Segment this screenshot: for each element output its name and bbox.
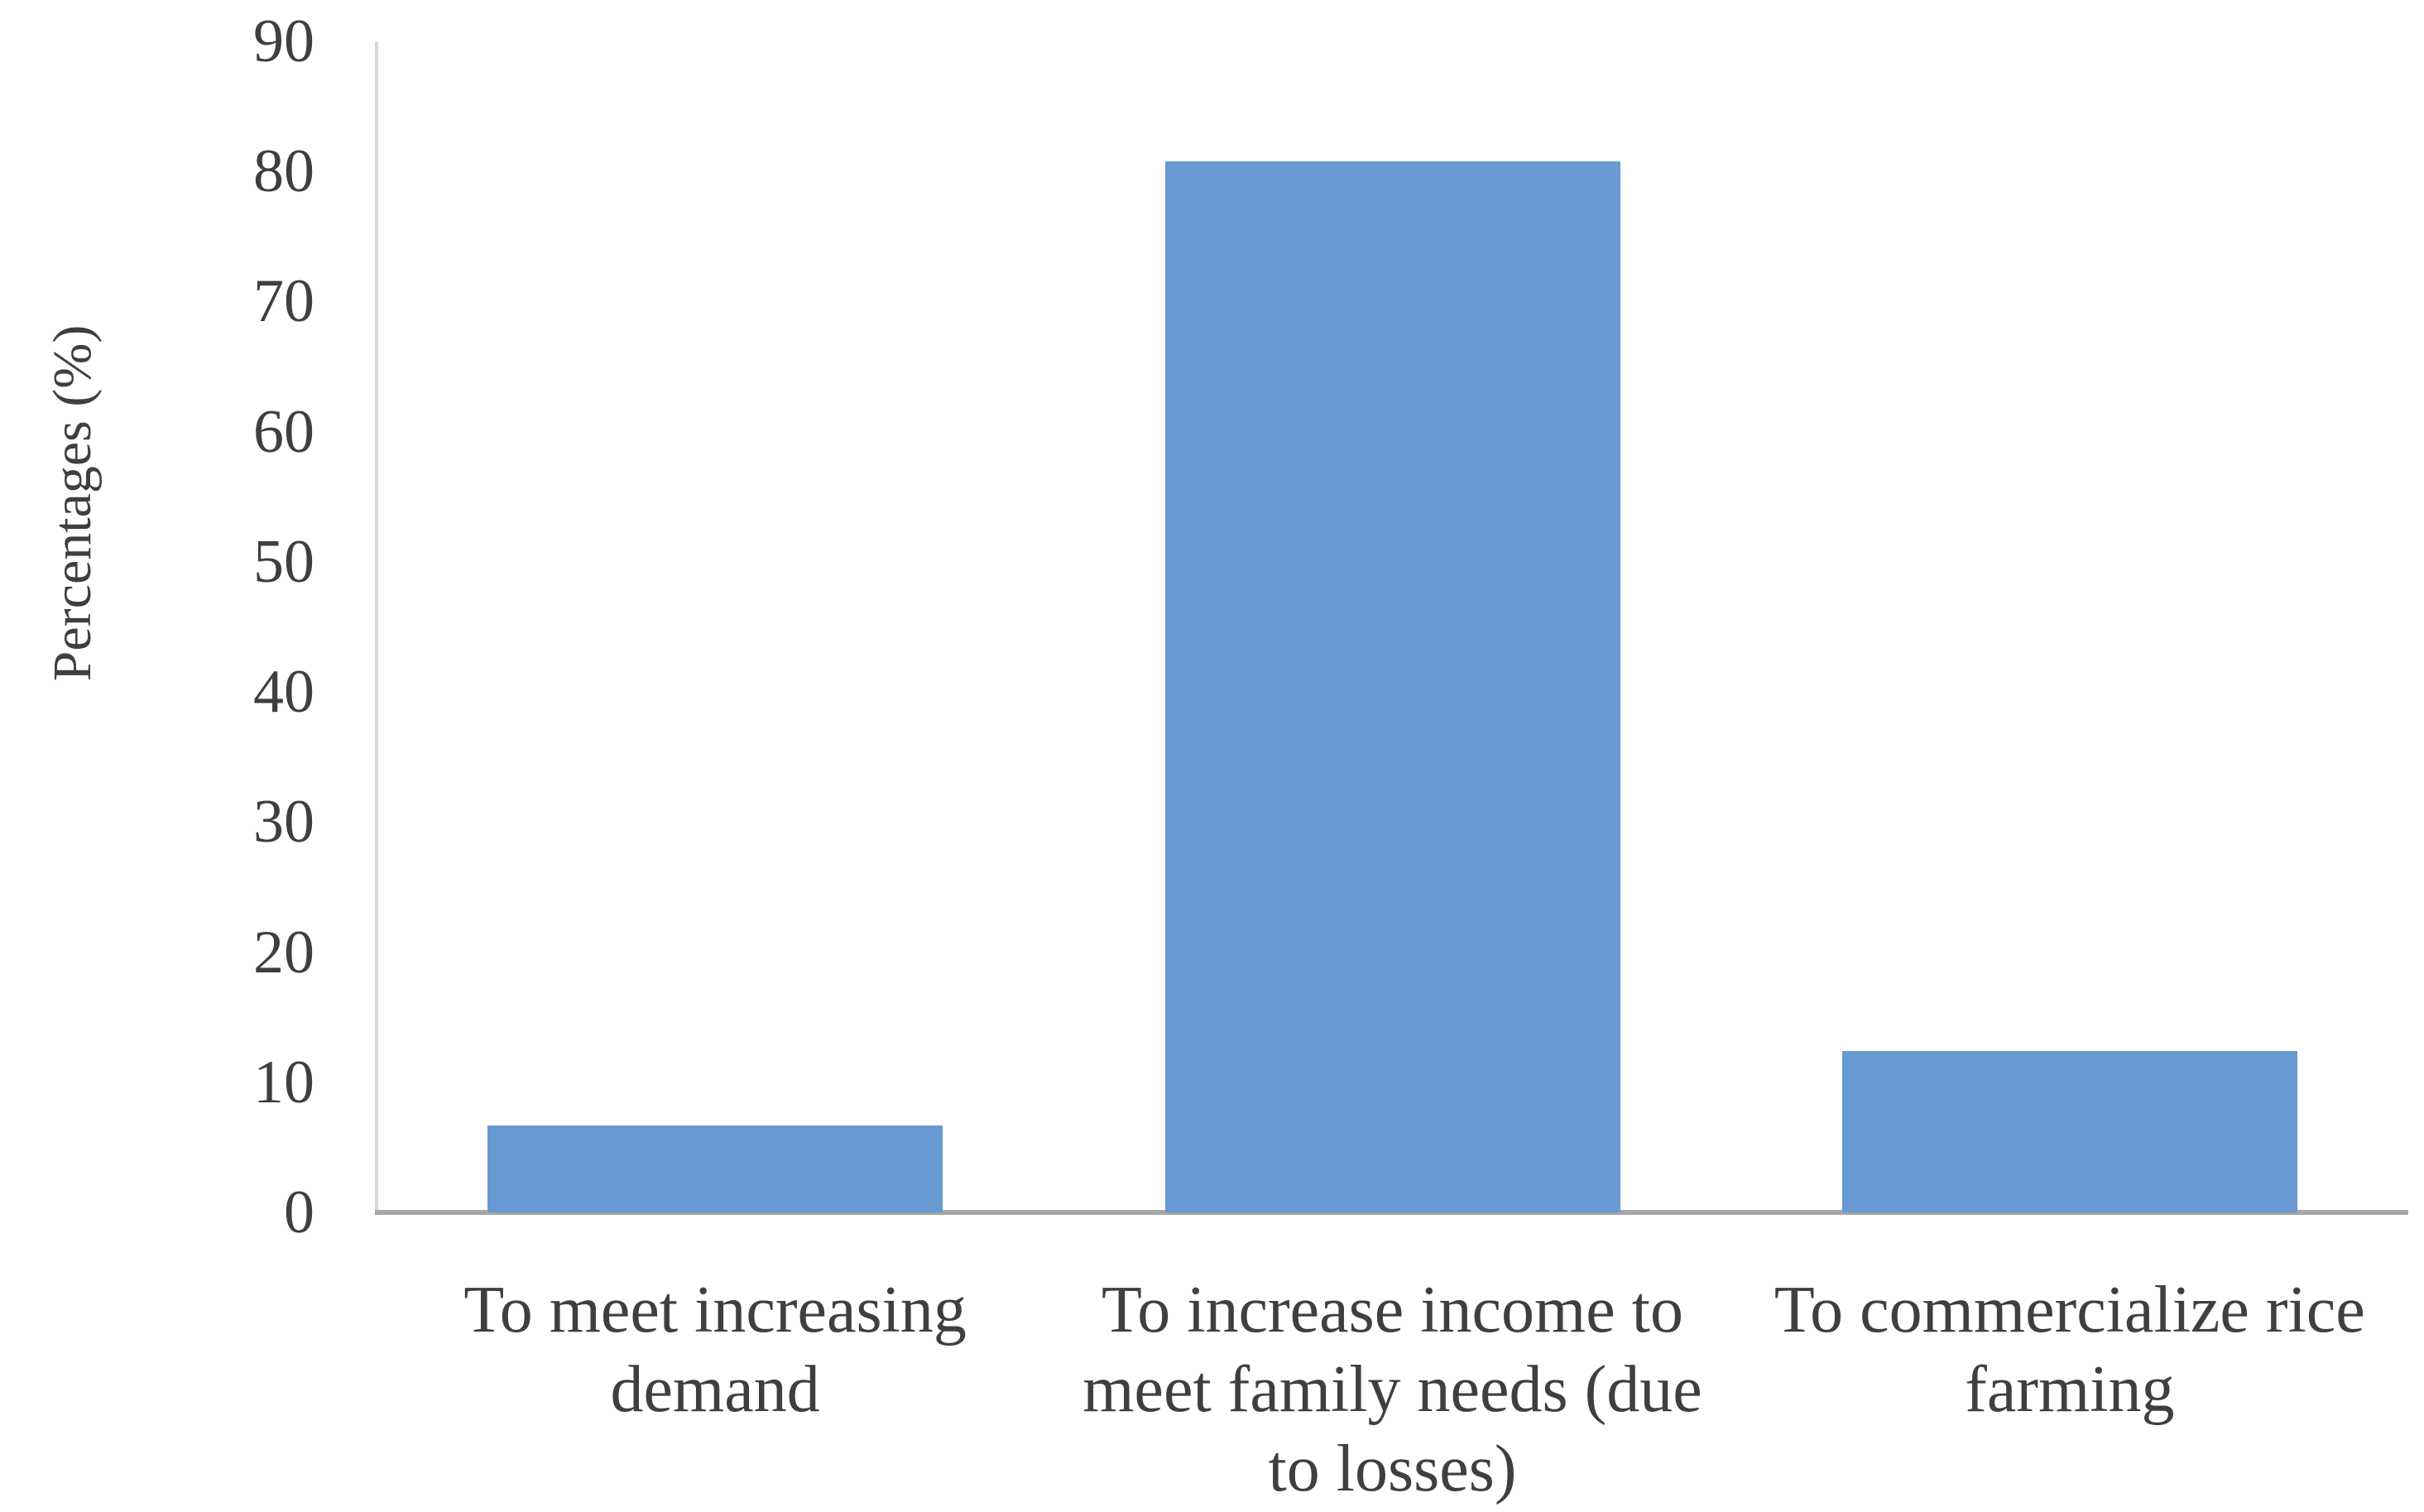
y-tick-label: 60 [253, 397, 314, 466]
x-category-label: To meet increasing demand [463, 1274, 967, 1426]
bar [487, 1125, 943, 1212]
y-axis-title: Percentages (%) [42, 324, 103, 682]
y-tick-label: 40 [253, 658, 314, 727]
plot-area [377, 41, 2408, 1212]
y-tick-label: 0 [284, 1178, 314, 1246]
y-axis-line [375, 41, 378, 1212]
y-tick-label: 30 [253, 788, 314, 857]
y-tick-label: 90 [253, 7, 314, 75]
y-tick-label: 10 [253, 1048, 314, 1116]
bar [1841, 1051, 2297, 1212]
x-category-label: To increase income to meet family needs … [1082, 1274, 1702, 1505]
x-axis-line [375, 1210, 2408, 1215]
y-tick-label: 70 [253, 267, 314, 336]
y-tick-label: 80 [253, 137, 314, 206]
y-tick-label: 50 [253, 527, 314, 596]
y-tick-label: 20 [253, 918, 314, 986]
x-category-label: To commercialize rice farming [1774, 1274, 2365, 1426]
bar [1164, 161, 1620, 1212]
